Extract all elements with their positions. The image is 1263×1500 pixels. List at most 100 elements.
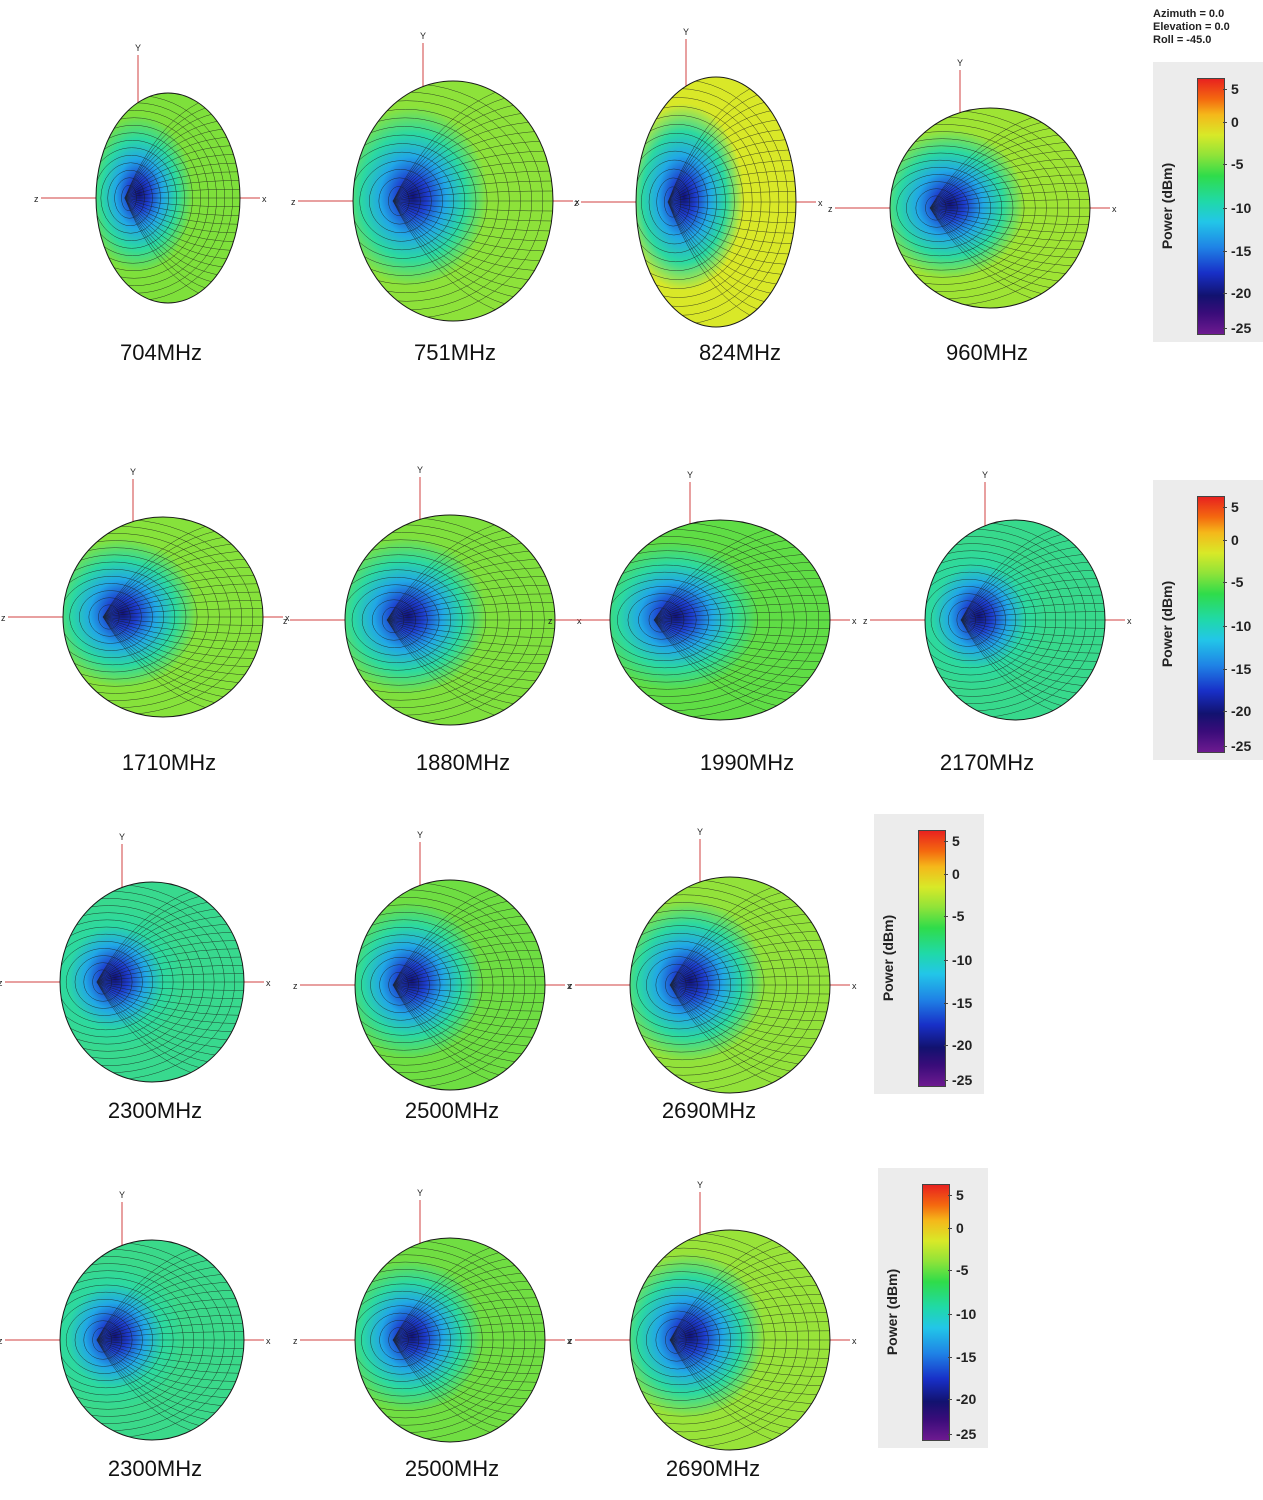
colorbar-tick-label: -10 [956, 1306, 977, 1322]
z-axis-label: z [568, 1336, 573, 1346]
y-axis-label: Y [957, 58, 963, 68]
colorbar-row-3: Power (dBm) 5 0 -5 -10 -15 -20 -25 [874, 814, 984, 1094]
z-axis-label: z [291, 197, 296, 207]
x-axis-label: x [577, 616, 582, 626]
radiation-pattern-plot: z x Y [34, 3, 300, 353]
colorbar-gradient [1197, 496, 1225, 753]
radiation-pattern-svg: z xY [0, 832, 271, 1083]
colorbar-tick-label: -15 [1231, 243, 1252, 259]
colorbar-tick-label: -10 [1231, 200, 1252, 216]
colorbar-tick-label: -20 [952, 1037, 973, 1053]
x-axis-label: x [575, 197, 580, 207]
colorbar-tick-label: -5 [1231, 156, 1244, 172]
frequency-label: 2300MHz [107, 1098, 203, 1123]
colorbar-tick-label: -20 [1231, 703, 1252, 719]
y-axis-label: Y [135, 43, 141, 53]
colorbar-tick-mark [944, 960, 948, 961]
colorbar-tick-mark [948, 1399, 952, 1400]
colorbar-tick-label: -20 [1231, 285, 1252, 301]
colorbar-tick-mark [1223, 507, 1227, 508]
colorbar-tick-label: -10 [952, 952, 973, 968]
frequency-label: 1990MHz [699, 750, 795, 775]
colorbar-tick-mark [944, 1045, 948, 1046]
azimuth-readout: Azimuth = 0.0 [1153, 8, 1225, 20]
radiation-pattern-svg: z xY [548, 470, 857, 721]
y-axis-label: Y [420, 31, 426, 41]
colorbar-tick-mark [1223, 122, 1227, 123]
colorbar-tick-mark [948, 1434, 952, 1435]
colorbar-gradient [1197, 78, 1225, 335]
frequency-label: 824MHz [699, 340, 781, 365]
radiation-pattern-svg: z xY [863, 470, 1132, 721]
z-axis-label: z [828, 204, 833, 214]
colorbar-tick-label: -25 [1231, 738, 1252, 754]
colorbar-tick-label: 5 [956, 1187, 964, 1203]
z-axis-label: z [863, 616, 868, 626]
colorbar-tick-label: 0 [1231, 114, 1239, 130]
x-axis-label: x [266, 978, 271, 988]
y-axis-label: Y [417, 465, 423, 475]
x-axis-label: x [852, 1336, 857, 1346]
colorbar-tick-label: -15 [1231, 661, 1252, 677]
colorbar-tick-label: -25 [956, 1426, 977, 1442]
frequency-label: 960MHz [946, 340, 1028, 365]
x-axis-label: x [262, 194, 267, 204]
colorbar-tick-mark [944, 841, 948, 842]
elevation-readout: Elevation = 0.0 [1153, 21, 1230, 33]
radiation-pattern-svg: z xY [293, 830, 572, 1091]
colorbar-tick-mark [944, 874, 948, 875]
z-axis-label: z [1, 613, 6, 623]
frequency-label: 2690MHz [665, 1456, 761, 1481]
colorbar-tick-mark [1223, 89, 1227, 90]
z-axis-label: z [548, 616, 553, 626]
colorbar-tick-label: -20 [956, 1391, 977, 1407]
radiation-pattern-svg: z xY [34, 43, 267, 304]
colorbar-tick-mark [948, 1195, 952, 1196]
frequency-label: 751MHz [414, 340, 496, 365]
frequency-label: 2300MHz [107, 1456, 203, 1481]
radiation-pattern-svg: z x Y [291, 31, 580, 322]
pattern-mesh [96, 93, 240, 303]
frequency-label: 2500MHz [404, 1098, 500, 1123]
z-axis-label: z [293, 1336, 298, 1346]
x-axis-label: x [852, 616, 857, 626]
x-axis-label: x [567, 1336, 572, 1346]
y-axis-label: Y [697, 827, 703, 837]
colorbar-tick-mark [1223, 746, 1227, 747]
z-axis-label: z [0, 1336, 3, 1346]
colorbar-tick-mark [1223, 711, 1227, 712]
frequency-label: 2170MHz [939, 750, 1035, 775]
colorbar-tick-label: -15 [956, 1349, 977, 1365]
colorbar-tick-mark [1223, 293, 1227, 294]
colorbar-tick-mark [944, 916, 948, 917]
pattern-mesh [60, 1240, 244, 1440]
colorbar-tick-label: 5 [952, 833, 960, 849]
x-axis-label: x [818, 198, 823, 208]
x-axis-label: x [1127, 616, 1132, 626]
colorbar-tick-label: -10 [1231, 618, 1252, 634]
radiation-pattern-svg: z xY [0, 1190, 271, 1441]
colorbar-tick-mark [1223, 626, 1227, 627]
radiation-pattern-svg: z x Y [828, 58, 1117, 309]
colorbar-row-4: Power (dBm) 5 0 -5 -10 -15 -20 -25 [878, 1168, 988, 1448]
colorbar-tick-mark [1223, 164, 1227, 165]
colorbar-tick-label: -5 [952, 908, 965, 924]
x-axis-label: x [285, 613, 290, 623]
colorbar-tick-mark [1223, 251, 1227, 252]
colorbar-tick-label: 5 [1231, 81, 1239, 97]
x-axis-label: x [1112, 204, 1117, 214]
y-axis-label: Y [130, 467, 136, 477]
colorbar-tick-label: 0 [956, 1220, 964, 1236]
colorbar-tick-label: -15 [952, 995, 973, 1011]
radiation-pattern-plot: z x Y [291, 0, 613, 371]
z-axis-label: z [293, 981, 298, 991]
colorbar-tick-mark [1223, 669, 1227, 670]
z-axis-label: z [283, 616, 288, 626]
colorbar-tick-mark [1223, 328, 1227, 329]
colorbar-tick-label: -5 [1231, 574, 1244, 590]
x-axis-label: x [266, 1336, 271, 1346]
